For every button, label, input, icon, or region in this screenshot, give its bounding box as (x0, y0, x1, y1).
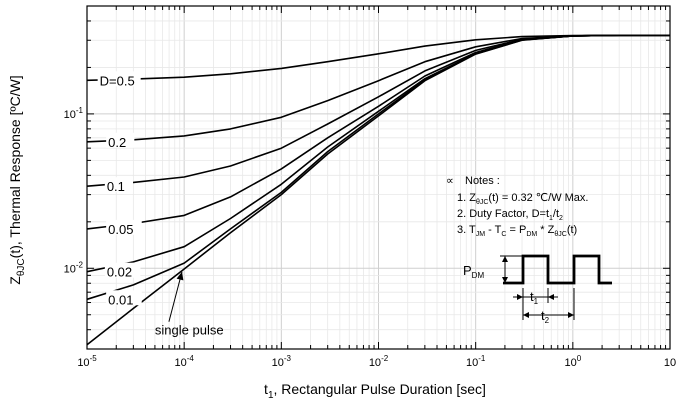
curve-label: 0.01 (108, 292, 133, 307)
x-tick-label: 10-4 (174, 354, 194, 369)
t1-label: t1 (530, 289, 539, 306)
t2-arrow-left (523, 312, 529, 318)
curve-label-background (106, 219, 142, 235)
series-group (86, 34, 670, 346)
x-tick-label: 10-3 (272, 354, 292, 369)
curve-label-background (104, 177, 134, 193)
curve-label: D=0.5 (100, 73, 135, 88)
y-axis-title: ZθJC(t), Thermal Response [ºC/W] (7, 75, 27, 284)
curve-label-background (104, 262, 141, 278)
single-pulse-arrow-head (176, 271, 184, 281)
y-tick-label: 10-1 (64, 106, 84, 121)
curve-label: 0.05 (108, 222, 133, 237)
curve-label: 0.2 (108, 135, 126, 150)
note-1: 1. ZθJC(t) = 0.32 ℃/W Max. (457, 192, 588, 206)
notes-box: ∝ Notes : 1. ZθJC(t) = 0.32 ℃/W Max. 2. … (446, 175, 588, 238)
curve-labels: D=0.5 0.2 0.1 0.05 0.02 0.01 single pulse (97, 71, 224, 338)
axis-ticks: 10-5 10-4 10-3 10-2 10-1 100 10 10-1 10-2 (64, 5, 676, 369)
curve-label: 0.02 (107, 265, 132, 280)
curve-label-background (106, 132, 135, 148)
notes-header: Notes : (465, 175, 500, 187)
t2-arrow-right (568, 312, 574, 318)
t2-label: t2 (541, 308, 550, 325)
pulse-train-diagram: PDM t1 t2 (463, 254, 612, 325)
notes-symbol: ∝ (446, 175, 454, 187)
grid (86, 5, 671, 350)
x-tick-label: 10-2 (369, 354, 389, 369)
y-tick-label: 10-2 (64, 260, 84, 275)
series-line (86, 34, 670, 346)
x-axis-title: t1, Rectangular Pulse Duration [sec] (264, 381, 486, 401)
single-pulse-label: single pulse (155, 323, 224, 338)
t1-arrow-left (548, 294, 554, 300)
curve-label: 0.1 (107, 179, 125, 194)
pdm-arrow-up (502, 256, 508, 262)
t1-arrow-right (517, 294, 523, 300)
note-2: 2. Duty Factor, D=t1/t2 (457, 208, 563, 222)
pulse-waveform (503, 254, 612, 285)
x-tick-label: 100 (564, 354, 581, 369)
x-tick-label: 10 (664, 357, 676, 369)
curve-label-background (97, 71, 141, 87)
note-3: 3. TJM - TC = PDM * ZθJC(t) (457, 224, 577, 238)
pdm-label: PDM (463, 263, 484, 280)
single-pulse-arrow-line (168, 271, 183, 322)
x-tick-label: 10-5 (77, 354, 97, 369)
pdm-arrow-down (502, 277, 508, 283)
x-tick-label: 10-1 (466, 354, 486, 369)
curve-label-background (106, 290, 142, 306)
